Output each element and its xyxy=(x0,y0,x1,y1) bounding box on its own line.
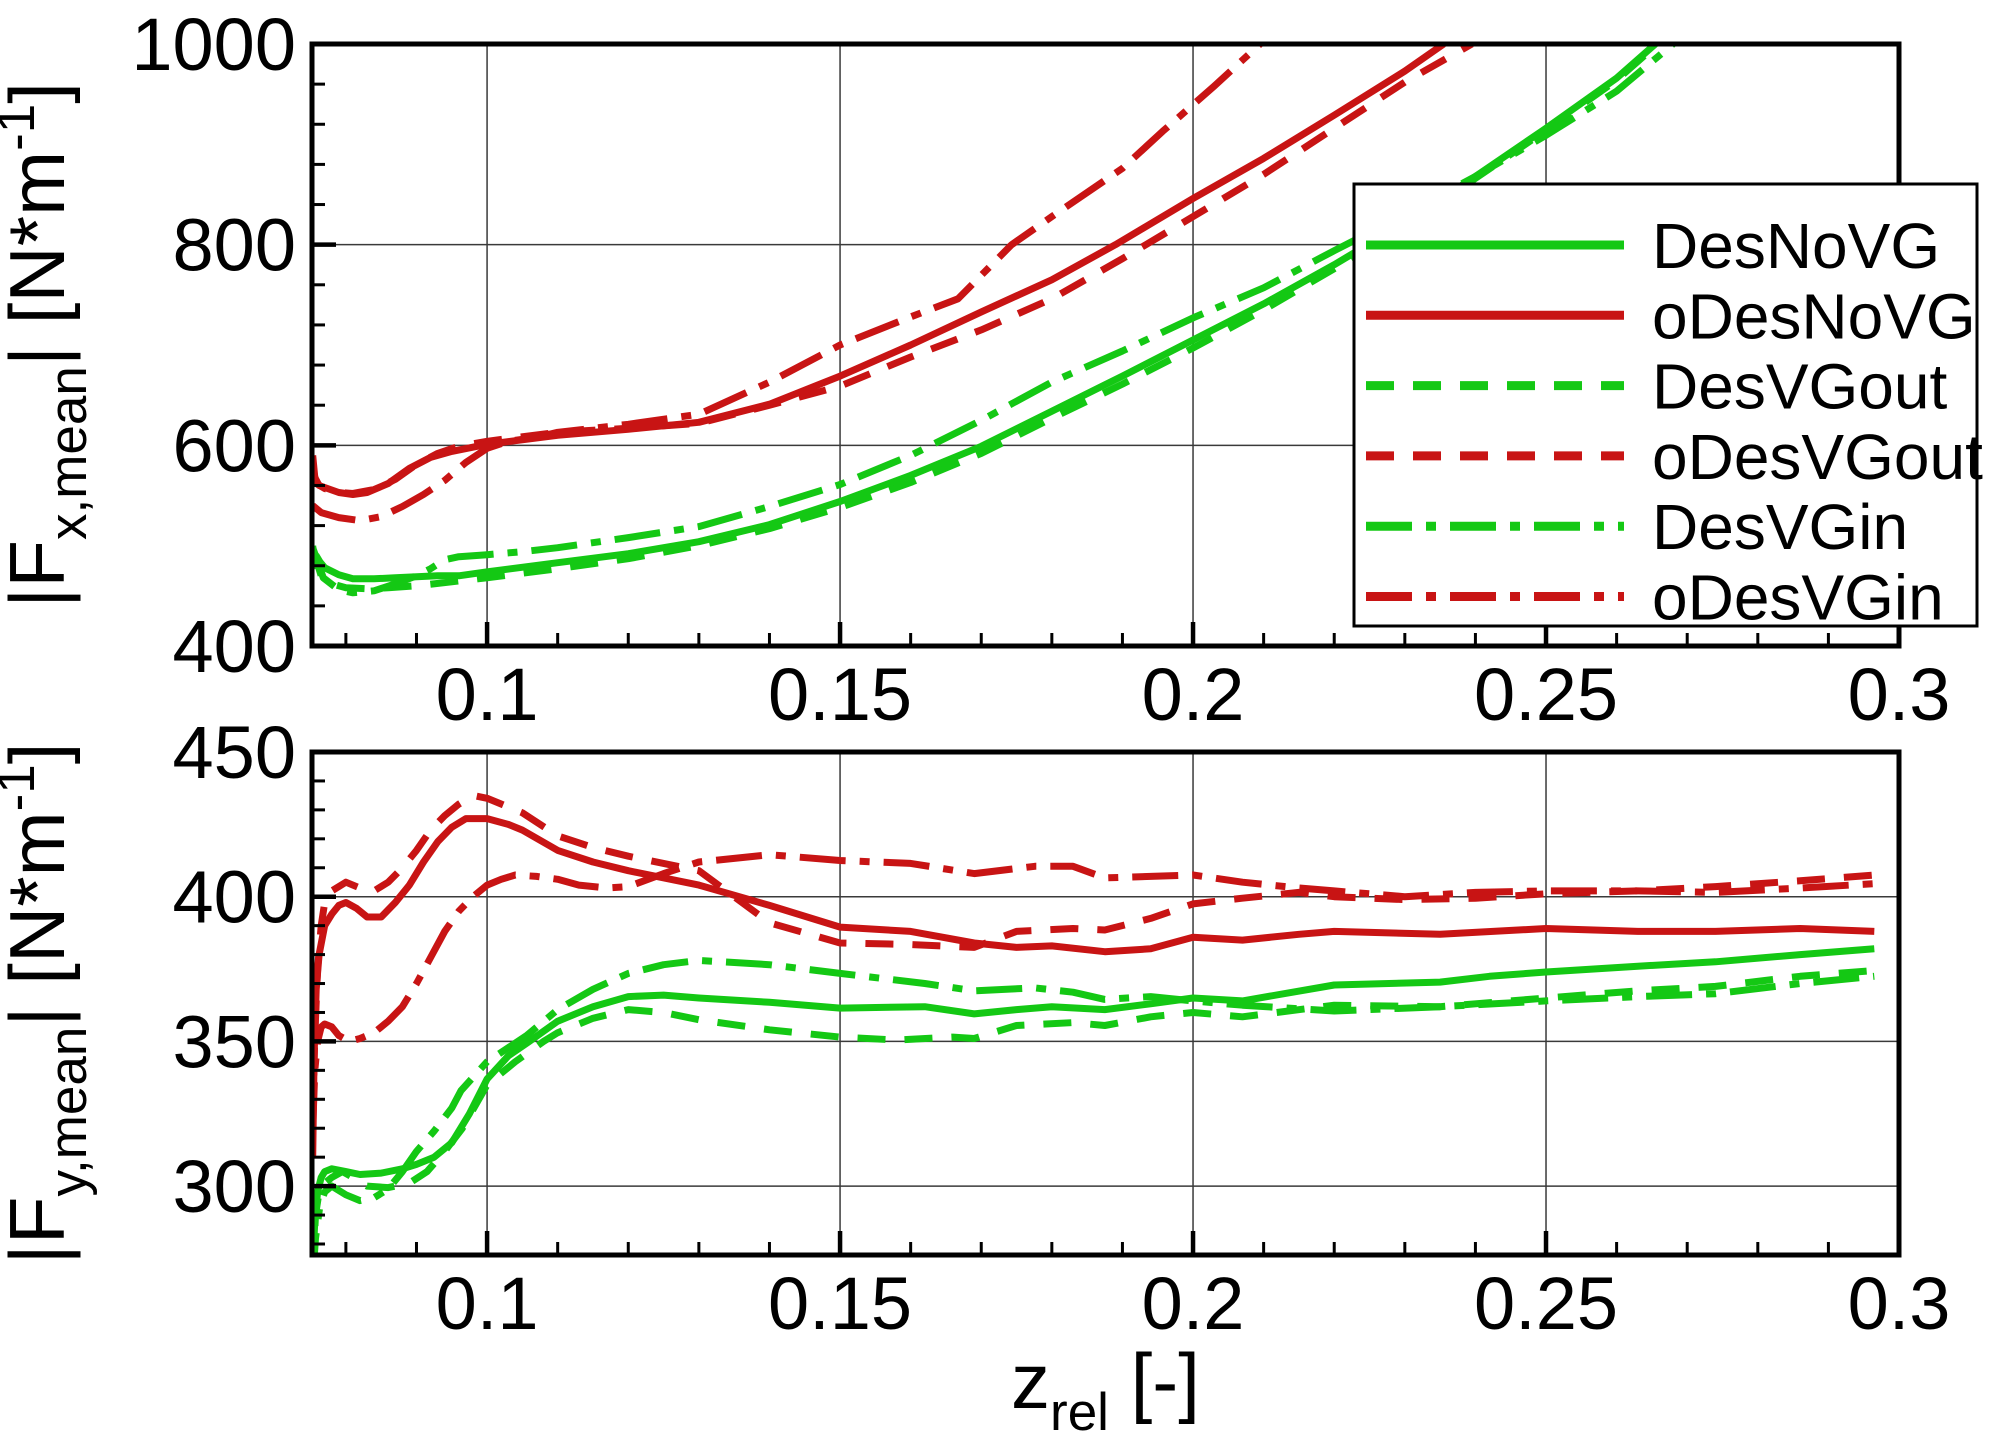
series-line-oDesVGout xyxy=(312,791,1875,1123)
y-tick-label: 350 xyxy=(173,1000,296,1083)
x-tick-label: 0.25 xyxy=(1474,1262,1618,1345)
y-tick-label: 1000 xyxy=(131,3,296,86)
legend-label: DesNoVG xyxy=(1652,210,1940,282)
x-tick-label: 0.3 xyxy=(1848,1262,1951,1345)
legend-label: DesVGin xyxy=(1652,491,1908,563)
x-tick-label: 0.3 xyxy=(1848,653,1951,736)
y-tick-label: 450 xyxy=(173,711,296,794)
plot-panel-fy: 300 350 400 450 0.1 0.15 0.2 0.25 0.3 |Fy,mean| [… xyxy=(0,711,1950,1345)
plot-frame xyxy=(309,749,1902,1258)
legend: DesNoVGoDesNoVGDesVGoutoDesVGoutDesVGino… xyxy=(1352,182,1983,634)
y-axis-title-fy: |Fy,mean| [N*m-1] xyxy=(0,743,98,1265)
x-tick-label: 0.25 xyxy=(1474,653,1618,736)
legend-label: oDesVGout xyxy=(1652,421,1983,493)
y-tick-label: 800 xyxy=(173,204,296,287)
y-tick-label: 400 xyxy=(173,856,296,939)
y-tick-label: 600 xyxy=(173,404,296,487)
x-axis-title: zrel [-] xyxy=(1011,1337,1200,1434)
x-tick-label: 0.15 xyxy=(768,653,912,736)
axis-ticks xyxy=(312,41,1902,649)
series-line-oDesVGin xyxy=(312,851,1875,1129)
legend-box xyxy=(1352,182,1979,628)
gridlines xyxy=(312,751,1900,1255)
series-group xyxy=(312,791,1875,1255)
series-line-DesVGout xyxy=(312,967,1875,1255)
x-tick-label: 0.15 xyxy=(768,1262,912,1345)
series-line-oDesNoVG xyxy=(312,815,1875,1158)
x-tick-label: 0.1 xyxy=(436,1262,539,1345)
series-line-DesNoVG xyxy=(312,44,1658,583)
axis-ticks xyxy=(312,749,1902,1255)
series-line-DesVGin xyxy=(312,956,1875,1255)
legend-label: DesVGout xyxy=(1652,351,1947,423)
series-group xyxy=(312,44,1676,597)
y-tick-label: 400 xyxy=(173,605,296,688)
y-tick-label: 300 xyxy=(173,1145,296,1228)
x-tick-label: 0.2 xyxy=(1142,1262,1245,1345)
legend-label: oDesVGin xyxy=(1652,562,1944,634)
x-tick-label: 0.2 xyxy=(1142,653,1245,736)
series-line-DesVGin xyxy=(312,44,1676,597)
plot-panel-fx: 400 600 800 1000 0.1 0.15 0.2 0.25 0.3 |Fx,mean| … xyxy=(0,3,1950,736)
x-tick-label: 0.1 xyxy=(436,653,539,736)
y-axis-title-fx: |Fx,mean| [N*m-1] xyxy=(0,82,98,608)
series-line-DesNoVG xyxy=(312,945,1875,1255)
legend-label: oDesNoVG xyxy=(1652,280,1976,352)
series-line-oDesNoVG xyxy=(312,44,1446,498)
